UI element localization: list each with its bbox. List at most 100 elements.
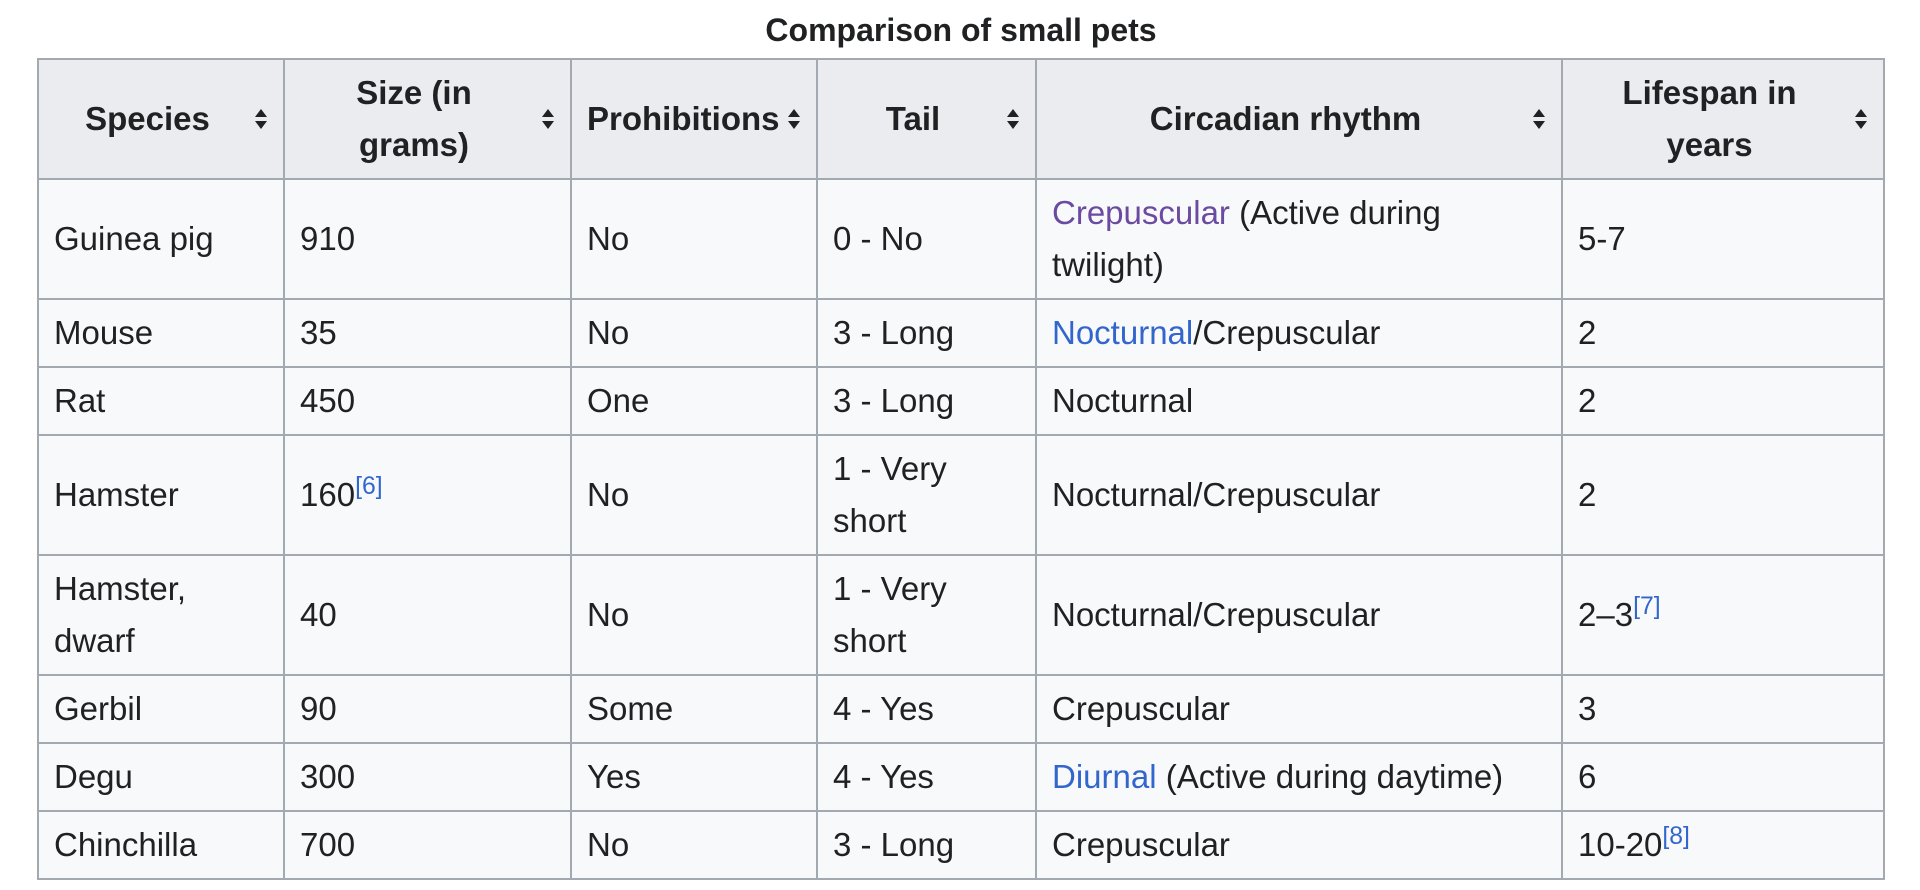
header-text: Tail (885, 100, 941, 137)
column-header[interactable]: Size (in grams) (283, 58, 572, 180)
table-cell: 700 (283, 810, 572, 880)
table-cell: 40 (283, 554, 572, 676)
sort-arrows (1533, 109, 1545, 129)
cell-text: /Crepuscular (1193, 314, 1381, 351)
table-row: Hamster, dwarf 40 No 1 - Very short Nocturna… (37, 554, 1885, 676)
header-text: Prohibitions (587, 100, 780, 137)
table-cell: 3 - Long (816, 366, 1037, 436)
column-header[interactable]: Tail (816, 58, 1037, 180)
column-header[interactable]: Prohibitions (570, 58, 818, 180)
sort-icon[interactable] (786, 108, 802, 130)
cell-text: (Active during daytime) (1156, 758, 1504, 795)
sort-icon[interactable] (1005, 108, 1021, 130)
table-cell: Degu (37, 742, 285, 812)
table-cell: 3 (1561, 674, 1885, 744)
header-row: Species Size (in grams) Prohibitions Tail Ci… (37, 58, 1885, 180)
table-row: Rat 450 One 3 - Long Nocturnal 2 (37, 366, 1885, 436)
table-cell: Chinchilla (37, 810, 285, 880)
table-container: Comparison of small pets Species Size (in… (37, 8, 1885, 880)
table-cell: Crepuscular (Active during twilight) (1035, 178, 1563, 300)
sort-arrows (1007, 109, 1019, 129)
cell-text: (Active during twilight) (1052, 194, 1441, 283)
table-cell: Nocturnal/Crepuscular (1035, 434, 1563, 556)
table-cell: 3 - Long (816, 298, 1037, 368)
header-text: Size (in grams) (356, 74, 472, 163)
table-cell: No (570, 178, 818, 300)
sort-arrows (542, 109, 554, 129)
footnote: [8] (1662, 823, 1690, 850)
table-caption: Comparison of small pets (765, 12, 1157, 48)
sort-arrows (788, 109, 800, 129)
table-cell: 4 - Yes (816, 674, 1037, 744)
footnote-link[interactable]: [7] (1633, 593, 1661, 620)
table-cell: 160[6] (283, 434, 572, 556)
link[interactable]: Diurnal (1052, 758, 1157, 795)
table-cell: 450 (283, 366, 572, 436)
sort-arrows (255, 109, 267, 129)
table-cell: Rat (37, 366, 285, 436)
table-cell: 910 (283, 178, 572, 300)
table-cell: Nocturnal (1035, 366, 1563, 436)
table-cell: 4 - Yes (816, 742, 1037, 812)
table-cell: 35 (283, 298, 572, 368)
table-row: Hamster 160[6] No 1 - Very short Nocturnal/C… (37, 434, 1885, 556)
table-cell: Some (570, 674, 818, 744)
table-cell: 2 (1561, 366, 1885, 436)
footnote: [6] (355, 473, 383, 500)
header-text: Circadian rhythm (1149, 100, 1422, 137)
table-cell: Yes (570, 742, 818, 812)
header-text: Species (85, 100, 210, 137)
table-cell: Guinea pig (37, 178, 285, 300)
table-row: Guinea pig 910 No 0 - No Crepuscular (Active… (37, 178, 1885, 300)
table-cell: 2 (1561, 434, 1885, 556)
table-row: Chinchilla 700 No 3 - Long Crepuscular 10-20[… (37, 810, 1885, 880)
table-cell: 2 (1561, 298, 1885, 368)
table-body: Guinea pig 910 No 0 - No Crepuscular (Active… (37, 178, 1885, 880)
table-cell: 300 (283, 742, 572, 812)
table-cell: No (570, 298, 818, 368)
cell-text: 160 (300, 476, 356, 513)
table-cell: One (570, 366, 818, 436)
table-cell: No (570, 554, 818, 676)
table-row: Mouse 35 No 3 - Long Nocturnal/Crepuscular 2 (37, 298, 1885, 368)
table-cell: Hamster (37, 434, 285, 556)
pets-table: Comparison of small pets Species Size (in… (37, 8, 1885, 880)
sort-icon[interactable] (1531, 108, 1547, 130)
column-header[interactable]: Circadian rhythm (1035, 58, 1563, 180)
header-text: Lifespan in years (1622, 74, 1797, 163)
table-cell: 1 - Very short (816, 434, 1037, 556)
table-cell: 0 - No (816, 178, 1037, 300)
table-cell: Nocturnal/Crepuscular (1035, 554, 1563, 676)
table-cell: Mouse (37, 298, 285, 368)
table-cell: 2–3[7] (1561, 554, 1885, 676)
table-cell: 90 (283, 674, 572, 744)
table-cell: 3 - Long (816, 810, 1037, 880)
sort-icon[interactable] (540, 108, 556, 130)
link[interactable]: Nocturnal (1052, 314, 1194, 351)
sort-icon[interactable] (1853, 108, 1869, 130)
sort-icon[interactable] (253, 108, 269, 130)
table-cell: Nocturnal/Crepuscular (1035, 298, 1563, 368)
table-cell: 6 (1561, 742, 1885, 812)
table-cell: 10-20[8] (1561, 810, 1885, 880)
cell-text: 2–3 (1578, 596, 1634, 633)
table-row: Degu 300 Yes 4 - Yes Diurnal (Active during … (37, 742, 1885, 812)
column-header[interactable]: Species (37, 58, 285, 180)
link[interactable]: Crepuscular (1052, 194, 1230, 231)
table-cell: Diurnal (Active during daytime) (1035, 742, 1563, 812)
table-cell: Crepuscular (1035, 810, 1563, 880)
footnote-link[interactable]: [6] (355, 473, 383, 500)
column-header[interactable]: Lifespan in years (1561, 58, 1885, 180)
table-cell: 5-7 (1561, 178, 1885, 300)
table-row: Gerbil 90 Some 4 - Yes Crepuscular 3 (37, 674, 1885, 744)
table-cell: 1 - Very short (816, 554, 1037, 676)
table-cell: No (570, 810, 818, 880)
table-cell: Hamster, dwarf (37, 554, 285, 676)
footnote-link[interactable]: [8] (1662, 823, 1690, 850)
table-cell: No (570, 434, 818, 556)
footnote: [7] (1633, 593, 1661, 620)
table-cell: Crepuscular (1035, 674, 1563, 744)
table-cell: Gerbil (37, 674, 285, 744)
cell-text: 10-20 (1578, 826, 1663, 863)
